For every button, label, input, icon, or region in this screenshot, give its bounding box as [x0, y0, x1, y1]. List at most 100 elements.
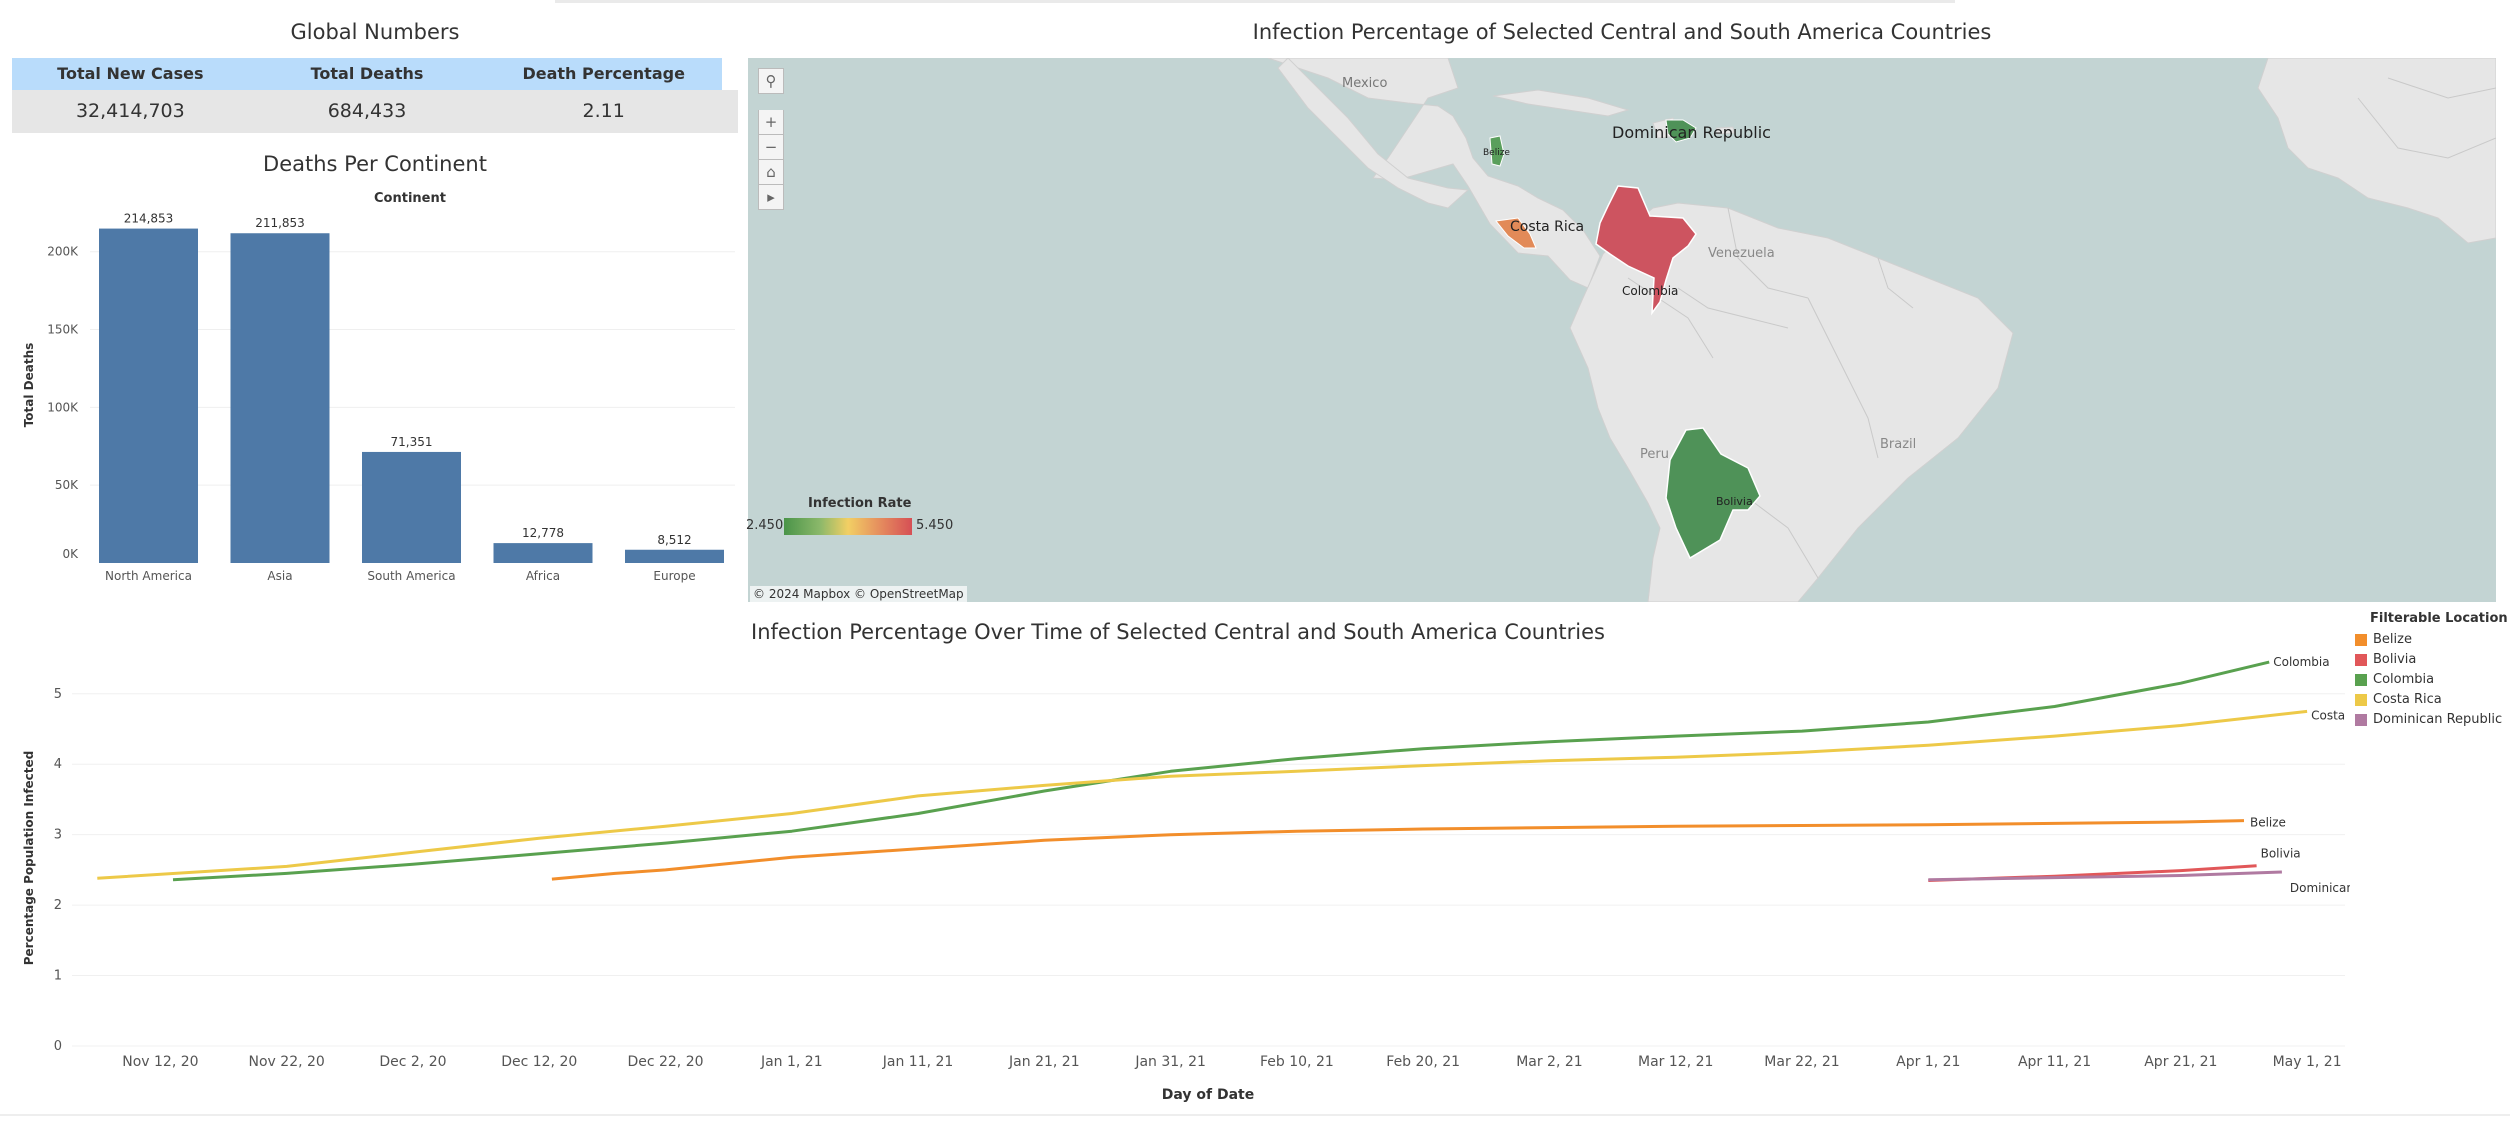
line-chart-xtick-label: Nov 22, 20 [249, 1054, 325, 1070]
line-chart-xtick-label: Apr 21, 21 [2144, 1054, 2217, 1070]
series-line-colombia[interactable] [172, 660, 2270, 882]
country-belize [1489, 135, 1505, 167]
filter-item-colombia[interactable]: Colombia [2355, 672, 2434, 687]
filter-item-dominican-republic[interactable]: Dominican Republic [2355, 712, 2502, 727]
deaths-per-continent-chart[interactable]: Continent Total Deaths 0K 50K 100K 150K 200K 21… [0, 180, 740, 590]
filter-item-belize[interactable]: Belize [2355, 632, 2412, 647]
map-land-puerto-rico [1715, 126, 1735, 135]
line-chart-xtick-label: Apr 1, 21 [1896, 1054, 1960, 1070]
swatch-belize [2355, 633, 2367, 646]
header-total-new-cases: Total New Cases [57, 64, 204, 83]
line-chart-xtick-label: Jan 1, 21 [760, 1054, 823, 1070]
line-chart-ytick-label: 3 [54, 828, 62, 843]
header-death-percentage: Death Percentage [522, 64, 685, 83]
map-label-belize[interactable]: Belize [1483, 148, 1510, 158]
map-label-costa-rica[interactable]: Costa Rica [1510, 219, 1585, 235]
infection-over-time-chart[interactable]: 0 1 2 3 4 5 Percentage Population Infected Nov … [0, 648, 2350, 1114]
bar-category-label: North America [105, 569, 192, 583]
bar-north-america[interactable] [99, 228, 198, 563]
line-chart-xtick-label: Dec 2, 20 [379, 1054, 446, 1070]
filter-label-colombia: Colombia [2373, 672, 2435, 687]
series-line-belize[interactable] [551, 819, 2245, 881]
line-chart-xtick-label: Nov 12, 20 [122, 1054, 198, 1070]
value-death-percentage: 2.11 [582, 100, 625, 122]
line-chart-xtick-label: Jan 21, 21 [1008, 1054, 1080, 1070]
bar-value-label: 71,351 [391, 435, 433, 449]
map-label-dominican-republic[interactable]: Dominican Republic [1612, 123, 1771, 142]
map-land-cuba [1492, 89, 1630, 117]
line-chart-xlabel: Day of Date [1162, 1087, 1254, 1103]
map-label-venezuela: Venezuela [1708, 246, 1775, 261]
line-chart-ytick-label: 4 [54, 757, 62, 772]
filter-label-dominican-republic: Dominican Republic [2373, 712, 2503, 727]
line-chart-xtick-label: Mar 22, 21 [1764, 1054, 1839, 1070]
filter-label-bolivia: Bolivia [2373, 652, 2417, 667]
map-label-bolivia[interactable]: Bolivia [1716, 495, 1753, 508]
line-chart-xtick-label: Feb 10, 21 [1260, 1054, 1334, 1070]
bottom-divider [0, 1114, 2510, 1116]
country-dominican-republic [1665, 119, 1697, 143]
header-total-deaths: Total Deaths [310, 64, 424, 83]
map-search-icon[interactable]: ⚲ [758, 68, 784, 94]
swatch-dominican-republic [2355, 713, 2367, 726]
series-line-dominican-republic[interactable] [1928, 870, 2282, 882]
series-end-label-dominican-republic: Dominican Republic [2290, 881, 2350, 895]
bar-africa[interactable] [493, 543, 593, 563]
swatch-colombia [2355, 673, 2367, 686]
line-chart-xtick-label: May 1, 21 [2273, 1054, 2342, 1070]
map-label-colombia[interactable]: Colombia [1622, 284, 1679, 298]
bar-chart-ylabel: Total Deaths [22, 343, 36, 428]
country-costa-rica [1495, 217, 1537, 249]
map-home-icon[interactable]: ⌂ [758, 160, 784, 185]
map-toolbar: ⚲ + − ⌂ ▸ [758, 68, 784, 210]
line-chart-xtick-label: Apr 11, 21 [2018, 1054, 2091, 1070]
series-end-label-costa-rica: Costa Rica [2311, 708, 2350, 722]
line-chart-ytick-label: 1 [54, 969, 62, 984]
bar-chart-ytick-label: 200K [47, 245, 79, 259]
map-zoom-in-icon[interactable]: + [758, 110, 784, 135]
bar-chart-ytick-label: 100K [47, 400, 79, 414]
value-total-new-cases: 32,414,703 [75, 100, 185, 122]
swatch-costa-rica [2355, 693, 2367, 706]
bar-europe[interactable] [625, 549, 724, 563]
global-numbers-title: Global Numbers [290, 20, 460, 44]
series-end-label-bolivia: Bolivia [2261, 847, 2301, 861]
line-chart-xtick-label: Mar 12, 21 [1638, 1054, 1713, 1070]
map-legend-max: 5.450 [916, 518, 954, 533]
line-chart-xtick-label: Dec 22, 20 [627, 1054, 703, 1070]
infection-map[interactable] [748, 58, 2496, 602]
bar-asia[interactable] [230, 233, 330, 563]
map-land-europe-africa [2257, 58, 2496, 244]
series-end-label-belize: Belize [2250, 816, 2286, 830]
global-numbers-row[interactable]: 32,414,703 684,433 2.11 [12, 90, 738, 133]
series-line-costa-rica[interactable] [97, 709, 2308, 880]
filter-label-costa-rica: Costa Rica [2373, 692, 2442, 707]
bar-category-label: Asia [267, 569, 292, 583]
bar-value-label: 214,853 [124, 212, 174, 226]
series-end-label-colombia: Colombia [2273, 655, 2329, 669]
line-chart-ytick-label: 5 [54, 687, 62, 702]
bar-chart-ytick-label: 0K [62, 547, 79, 561]
map-land-mexico-pacific [1277, 58, 1470, 209]
map-attribution[interactable]: © 2024 Mapbox © OpenStreetMap [750, 586, 967, 602]
bar-chart-ytick-label: 50K [55, 478, 79, 492]
map-play-icon[interactable]: ▸ [758, 185, 784, 210]
country-bolivia [1665, 427, 1761, 560]
swatch-bolivia [2355, 653, 2367, 666]
filter-item-costa-rica[interactable]: Costa Rica [2355, 692, 2442, 707]
bar-chart-title: Deaths Per Continent [263, 152, 487, 176]
bar-south-america[interactable] [362, 451, 461, 563]
line-chart-title: Infection Percentage Over Time of Select… [751, 620, 1605, 644]
map-zoom-out-icon[interactable]: − [758, 135, 784, 160]
bar-value-label: 8,512 [657, 533, 691, 547]
value-total-deaths: 684,433 [327, 100, 407, 122]
bar-category-label: Europe [653, 569, 695, 583]
map-label-mexico: Mexico [1342, 76, 1388, 91]
country-colombia [1595, 185, 1697, 316]
line-chart-ytick-label: 0 [54, 1039, 62, 1054]
global-numbers-header: Total New Cases Total Deaths Death Perce… [12, 58, 722, 90]
line-chart-xtick-label: Dec 12, 20 [501, 1054, 577, 1070]
line-chart-ylabel: Percentage Population Infected [22, 751, 36, 966]
bar-value-label: 211,853 [255, 216, 305, 230]
filter-item-bolivia[interactable]: Bolivia [2355, 652, 2416, 667]
